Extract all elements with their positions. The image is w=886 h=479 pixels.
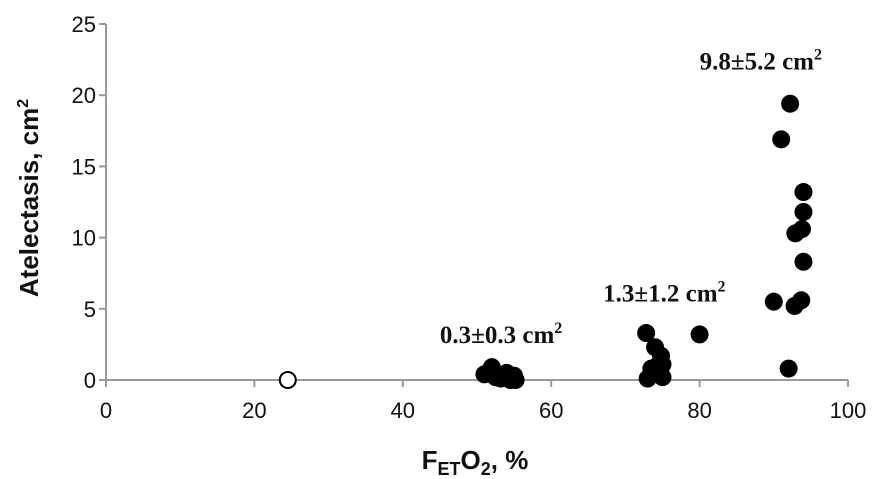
- x-tick-label: 0: [100, 398, 112, 423]
- filled-data-point: [690, 325, 709, 344]
- mean-annotation: 1.3±1.2 cm2: [603, 279, 725, 308]
- y-tick-label: 20: [72, 83, 96, 108]
- axes: [99, 23, 849, 387]
- y-axis-label: Atelectasis, cm2: [14, 99, 44, 297]
- x-tick-label: 40: [391, 398, 415, 423]
- y-tick-label: 15: [72, 154, 96, 179]
- filled-data-point: [653, 355, 672, 374]
- filled-data-point: [794, 252, 813, 271]
- mean-annotation: 9.8±5.2 cm2: [700, 47, 822, 76]
- filled-data-point: [781, 94, 800, 113]
- y-tick-label: 0: [84, 368, 96, 393]
- tick-labels: 0 5 10 15 20 25 0 20 40 60 80 100: [72, 12, 867, 423]
- filled-data-point: [637, 324, 656, 343]
- filled-data-point: [792, 291, 811, 310]
- y-tick-label: 10: [72, 226, 96, 251]
- filled-data-point: [794, 202, 813, 221]
- mean-annotation: 0.3±0.3 cm2: [440, 320, 562, 349]
- filled-data-point: [779, 359, 798, 378]
- y-tick-label: 25: [72, 12, 96, 37]
- filled-data-point: [653, 368, 672, 387]
- filled-data-point: [506, 371, 525, 389]
- x-tick-label: 60: [539, 398, 563, 423]
- data-points: [278, 94, 813, 389]
- y-tick-label: 5: [84, 297, 96, 322]
- filled-data-point: [794, 183, 813, 202]
- filled-data-point: [772, 130, 791, 149]
- x-tick-label: 100: [830, 398, 867, 423]
- filled-data-point: [792, 220, 811, 239]
- x-tick-label: 80: [687, 398, 711, 423]
- x-tick-label: 20: [242, 398, 266, 423]
- filled-data-point: [764, 292, 783, 311]
- open-data-point: [278, 371, 297, 389]
- annotations: 0.3±0.3 cm2 1.3±1.2 cm2 9.8±5.2 cm2: [440, 47, 822, 349]
- x-axis-label: FETO2, %: [422, 445, 529, 479]
